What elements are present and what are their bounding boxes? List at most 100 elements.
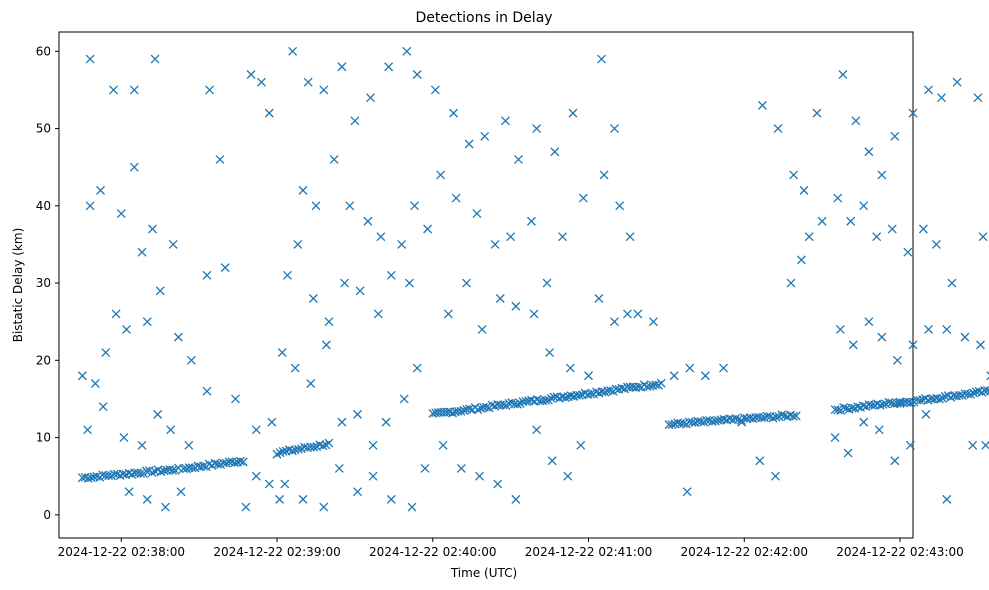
data-point [436,170,446,180]
data-point [111,309,121,319]
data-point [685,363,695,373]
data-point [983,386,989,395]
data-point [838,70,848,79]
data-point [895,399,905,408]
data-point [155,286,165,296]
data-point [648,317,658,327]
data-point [973,93,983,103]
data-point [116,209,126,219]
data-point [892,355,902,365]
data-point [350,116,360,126]
data-point [532,425,542,435]
data-point [147,224,157,234]
data-point [386,270,396,280]
data-point [101,348,111,358]
data-point [319,85,329,95]
data-point [547,456,557,466]
data-point [833,405,843,415]
data-point [804,232,814,242]
data-point [937,93,947,103]
data-point [791,411,801,421]
data-point [976,340,985,350]
data-point [153,409,163,419]
data-point [918,224,928,234]
data-point [303,77,313,87]
data-point [168,465,178,475]
data-point [947,278,957,288]
data-point [954,391,964,400]
x-tick-label: 2024-12-22 02:38:00 [58,545,185,559]
data-point [137,247,147,257]
data-point [77,371,87,381]
data-point [293,239,303,249]
data-point [423,224,433,234]
data-point [755,456,765,466]
x-axis-title: Time (UTC) [450,566,517,580]
data-point [512,399,522,409]
data-point [334,464,344,473]
data-point [968,388,978,398]
data-point [799,185,809,195]
x-tick-label: 2024-12-22 02:39:00 [213,545,340,559]
data-point [770,471,780,481]
data-point [298,494,308,504]
data-point [366,93,375,103]
data-point [368,471,378,481]
data-point [921,409,931,419]
data-point [280,479,290,489]
data-point [878,400,888,409]
data-point [651,380,661,390]
data-point [477,324,487,334]
data-point [574,390,584,400]
data-point [560,393,570,403]
data-point [719,363,728,373]
data-point [887,224,897,234]
data-point [448,408,457,418]
data-point [986,371,989,381]
data-point [908,108,918,118]
data-point [542,278,552,288]
data-point [122,324,131,334]
data-point [678,419,688,429]
data-point [667,420,677,430]
data-point [475,471,484,481]
data-point [532,394,542,404]
data-point [104,471,114,481]
data-point [412,363,422,373]
y-tick-label: 0 [43,508,51,522]
data-point [298,185,308,195]
data-point [319,502,329,512]
data-point [337,62,347,72]
data-point [472,209,482,219]
data-points [77,46,989,512]
data-point [308,294,318,303]
data-point [625,232,635,242]
data-point [768,413,778,423]
data-point [293,444,303,454]
data-point [368,440,378,450]
data-point [905,440,915,450]
data-point [942,324,952,334]
y-tick-label: 10 [36,431,51,445]
data-point [874,425,884,435]
data-point [168,239,178,249]
data-point [373,309,383,319]
data-point [796,255,806,265]
data-point [495,294,505,303]
data-point [160,502,170,512]
data-point [872,232,882,242]
data-point [546,393,556,403]
data-point [859,417,869,427]
data-point [859,201,869,211]
plot-area [58,31,914,539]
data-point [835,324,845,334]
data-point [908,340,918,350]
data-point [277,348,287,358]
data-point [397,239,407,249]
data-point [90,379,100,388]
data-point [511,494,521,504]
data-point [288,46,298,56]
data-point [85,201,95,211]
data-point [565,363,575,373]
